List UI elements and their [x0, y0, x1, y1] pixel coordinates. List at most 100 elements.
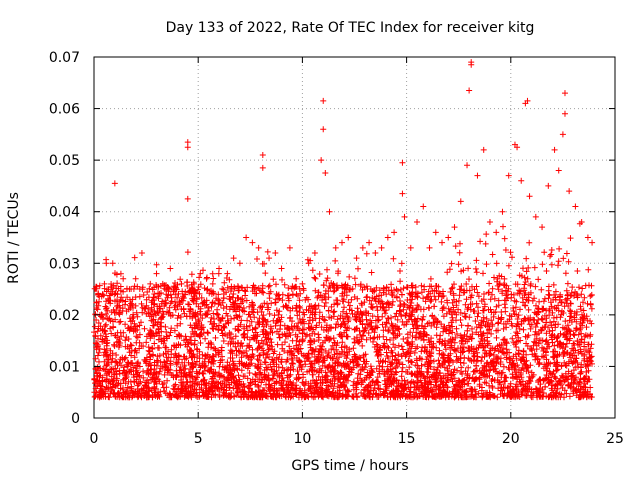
- data-point: [203, 275, 210, 282]
- data-point: [320, 126, 327, 133]
- data-point: [539, 224, 546, 231]
- data-point: [589, 239, 596, 246]
- data-point: [266, 255, 273, 262]
- dense-marks: [91, 220, 595, 401]
- data-point: [559, 131, 566, 138]
- x-tick-label: 15: [398, 431, 416, 447]
- tick-labels: 0 5 10 15 20 25 0 0.01 0.02 0.03 0.04 0.05 0.06 0.07: [49, 50, 624, 447]
- x-tick-label: 5: [194, 431, 203, 447]
- data-point: [138, 249, 145, 256]
- x-axis-label: GPS time / hours: [291, 458, 408, 474]
- data-point: [486, 219, 493, 226]
- data-point: [384, 234, 391, 241]
- data-point: [457, 198, 464, 205]
- data-point: [259, 151, 266, 158]
- data-point: [272, 249, 279, 256]
- data-point: [184, 139, 191, 146]
- data-point: [414, 219, 421, 226]
- y-tick-label: 0.07: [49, 50, 80, 66]
- x-tick-label: 20: [502, 431, 520, 447]
- data-point: [464, 162, 471, 169]
- data-point: [184, 195, 191, 202]
- data-point: [551, 146, 558, 153]
- data-points: [95, 59, 596, 298]
- data-point: [572, 203, 579, 210]
- data-point: [366, 239, 373, 246]
- data-point: [401, 213, 408, 220]
- x-tick-label: 10: [293, 431, 311, 447]
- data-point: [407, 244, 414, 251]
- y-tick-label: 0.05: [49, 153, 80, 169]
- data-point: [197, 270, 204, 277]
- data-point: [445, 234, 452, 241]
- x-tick-label: 0: [90, 431, 99, 447]
- data-point: [561, 110, 568, 117]
- data-point: [132, 275, 139, 282]
- data-point: [532, 213, 539, 220]
- data-point: [178, 280, 185, 287]
- data-point: [439, 239, 446, 246]
- data-point: [318, 157, 325, 164]
- data-point: [305, 260, 312, 267]
- data-point: [224, 270, 231, 277]
- data-point: [111, 180, 118, 187]
- y-tick-label: 0.01: [49, 359, 80, 375]
- y-tick-label: 0.03: [49, 256, 80, 272]
- data-point: [153, 270, 160, 277]
- data-point: [584, 234, 591, 241]
- chart-title: Day 133 of 2022, Rate Of TEC Index for r…: [166, 20, 535, 36]
- data-point: [126, 286, 133, 293]
- data-point: [566, 188, 573, 195]
- y-tick-label: 0: [71, 411, 80, 427]
- data-point: [466, 87, 473, 94]
- data-point: [209, 280, 216, 287]
- data-point: [561, 90, 568, 97]
- data-point: [293, 275, 300, 282]
- data-point: [320, 97, 327, 104]
- data-point: [230, 255, 237, 262]
- data-point: [345, 234, 352, 241]
- data-point: [378, 244, 385, 251]
- data-point: [359, 244, 366, 251]
- data-point: [109, 260, 116, 267]
- data-point: [278, 265, 285, 272]
- y-tick-label: 0.06: [49, 102, 80, 118]
- data-point: [299, 280, 306, 287]
- data-point: [514, 144, 521, 151]
- data-point: [322, 170, 329, 177]
- data-point: [399, 190, 406, 197]
- data-point: [95, 291, 102, 298]
- data-point: [249, 239, 256, 246]
- data-point: [236, 260, 243, 267]
- data-point: [399, 159, 406, 166]
- data-point: [243, 234, 250, 241]
- data-point: [184, 144, 191, 151]
- data-point: [147, 280, 154, 287]
- data-point: [474, 172, 481, 179]
- data-point: [259, 164, 266, 171]
- dense-point-cloud: [91, 220, 595, 401]
- data-point: [159, 280, 166, 287]
- data-point: [166, 286, 173, 293]
- y-axis-label: ROTI / TECUs: [6, 192, 22, 284]
- data-point: [480, 146, 487, 153]
- data-point: [311, 249, 318, 256]
- data-point: [451, 224, 458, 231]
- data-point: [518, 177, 525, 184]
- data-point: [216, 265, 223, 272]
- data-point: [578, 219, 585, 226]
- data-point: [545, 182, 552, 189]
- data-point: [468, 59, 475, 66]
- data-point: [432, 229, 439, 236]
- data-point: [524, 97, 531, 104]
- data-point: [191, 280, 198, 287]
- data-point: [286, 244, 293, 251]
- data-point: [493, 229, 500, 236]
- data-point: [526, 193, 533, 200]
- data-point: [420, 203, 427, 210]
- data-point: [372, 249, 379, 256]
- data-point: [391, 229, 398, 236]
- data-point: [332, 244, 339, 251]
- data-point: [326, 208, 333, 215]
- data-point: [101, 280, 108, 287]
